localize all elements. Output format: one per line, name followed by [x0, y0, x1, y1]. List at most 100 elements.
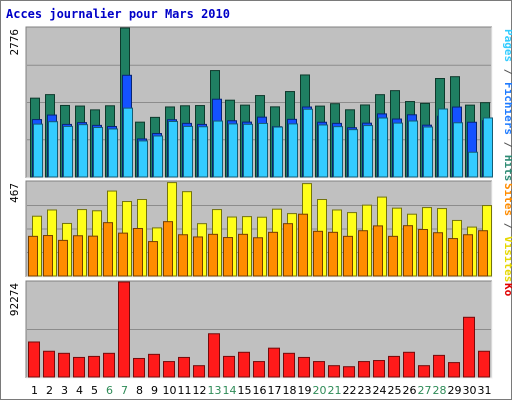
- bar-sites-day-22: [343, 235, 353, 277]
- x-tick-label: 12: [193, 384, 207, 397]
- bar-pages-day-28: [438, 108, 448, 178]
- bar-sites-day-30: [463, 234, 473, 277]
- bar-ko-day-5: [88, 355, 100, 378]
- bar-sites-day-23: [358, 230, 368, 277]
- side-legend-part: /: [502, 216, 512, 236]
- bar-pages-day-21: [333, 126, 343, 178]
- bar-sites-day-24: [373, 225, 383, 277]
- bar-pages-day-25: [393, 122, 403, 178]
- x-tick-label: 13: [208, 384, 222, 397]
- x-tick-label: 23: [358, 384, 372, 397]
- bar-pages-day-7: [123, 107, 133, 178]
- x-tick-label: 15: [238, 384, 252, 397]
- panel-traffic: 2776 Pages / Fichiers / Hits: [8, 26, 512, 181]
- side-legend-part: Sites: [502, 183, 512, 216]
- bar-ko-day-15: [238, 351, 250, 378]
- bar-sites-day-9: [148, 241, 158, 277]
- x-tick-label: 26: [403, 384, 417, 397]
- bar-pages-day-5: [93, 127, 103, 178]
- bar-pages-day-6: [108, 128, 118, 178]
- bar-pages-day-1: [33, 123, 43, 178]
- bar-sites-day-28: [433, 232, 443, 277]
- bar-sites-day-13: [208, 233, 218, 277]
- bar-pages-day-23: [363, 125, 373, 178]
- x-tick-label: 1: [31, 384, 38, 397]
- bar-ko-day-28: [433, 354, 445, 378]
- bar-pages-day-13: [213, 120, 223, 178]
- panel-bevel-dark: [25, 180, 492, 277]
- bar-sites-day-10: [163, 221, 173, 277]
- bar-pages-day-2: [48, 121, 58, 178]
- bar-pages-day-8: [138, 140, 148, 178]
- bar-ko-day-19: [298, 356, 310, 378]
- bar-sites-day-27: [418, 229, 428, 277]
- bar-pages-day-14: [228, 123, 238, 178]
- x-tick-label: 6: [106, 384, 113, 397]
- bar-sites-day-18: [283, 223, 293, 277]
- x-tick-label: 3: [61, 384, 68, 397]
- x-tick-label: 31: [478, 384, 492, 397]
- bar-ko-day-16: [253, 361, 265, 378]
- bar-ko-day-29: [448, 362, 460, 378]
- bar-pages-day-17: [273, 126, 283, 178]
- side-legend-part: Ko: [502, 283, 512, 297]
- side-legend-part: Fichiers: [502, 82, 512, 135]
- x-tick-label: 29: [448, 384, 462, 397]
- bar-ko-day-24: [373, 360, 385, 378]
- bar-sites-day-1: [28, 235, 38, 277]
- bar-sites-day-15: [238, 233, 248, 277]
- panel-bevel-light: [26, 281, 493, 379]
- bar-pages-day-15: [243, 123, 253, 178]
- x-tick-label: 30: [463, 384, 477, 397]
- bar-ko-day-18: [283, 352, 295, 378]
- bar-ko-day-1: [28, 341, 40, 378]
- bar-pages-day-20: [318, 124, 328, 178]
- bar-sites-day-26: [403, 225, 413, 277]
- bar-ko-day-30: [463, 316, 475, 378]
- bar-ko-day-8: [133, 357, 145, 378]
- panel-side-legend: Sites / Visites: [502, 183, 512, 282]
- x-tick-label: 8: [136, 384, 143, 397]
- bar-ko-day-6: [103, 352, 115, 378]
- panel-visits: 467 Sites / Visites: [8, 180, 512, 282]
- bar-sites-day-25: [388, 235, 398, 277]
- bar-sites-day-31: [478, 230, 488, 277]
- bar-sites-day-12: [193, 236, 203, 277]
- x-tick-label: 10: [163, 384, 177, 397]
- bar-ko-day-14: [223, 355, 235, 378]
- panel-max-label: 2776: [8, 29, 21, 56]
- panel-side-legend: Pages / Fichiers / Hits: [502, 29, 512, 181]
- bar-ko-day-12: [193, 365, 205, 378]
- bar-pages-day-9: [153, 135, 163, 178]
- bar-pages-day-18: [288, 123, 298, 178]
- bar-sites-day-17: [268, 231, 278, 277]
- bar-sites-day-19: [298, 213, 308, 277]
- bar-ko-day-25: [388, 355, 400, 378]
- side-legend-part: Visites: [502, 236, 512, 282]
- bar-pages-day-27: [423, 126, 433, 178]
- panel-bevel-light: [26, 27, 493, 179]
- x-tick-label: 11: [178, 384, 192, 397]
- chart-title: Acces journalier pour Mars 2010: [6, 7, 230, 21]
- bar-pages-day-10: [168, 121, 178, 178]
- bar-ko-day-26: [403, 351, 415, 378]
- bar-sites-day-7: [118, 232, 128, 277]
- bar-ko-day-13: [208, 333, 220, 378]
- bar-ko-day-17: [268, 347, 280, 378]
- bar-ko-day-21: [328, 365, 340, 378]
- bar-ko-day-7: [118, 281, 130, 378]
- x-tick-label: 2: [46, 384, 53, 397]
- bar-sites-day-20: [313, 230, 323, 277]
- panel-side-legend: Ko: [502, 283, 512, 297]
- bar-ko-day-4: [73, 356, 85, 378]
- bar-sites-day-3: [58, 239, 68, 277]
- bar-sites-day-11: [178, 234, 188, 277]
- x-tick-label: 17: [268, 384, 282, 397]
- side-legend-part: /: [502, 62, 512, 82]
- x-tick-label: 28: [433, 384, 447, 397]
- bar-pages-day-22: [348, 129, 358, 178]
- side-legend-part: Hits: [502, 155, 512, 182]
- bar-ko-day-22: [343, 366, 355, 378]
- panel-bevel-dark: [25, 26, 492, 178]
